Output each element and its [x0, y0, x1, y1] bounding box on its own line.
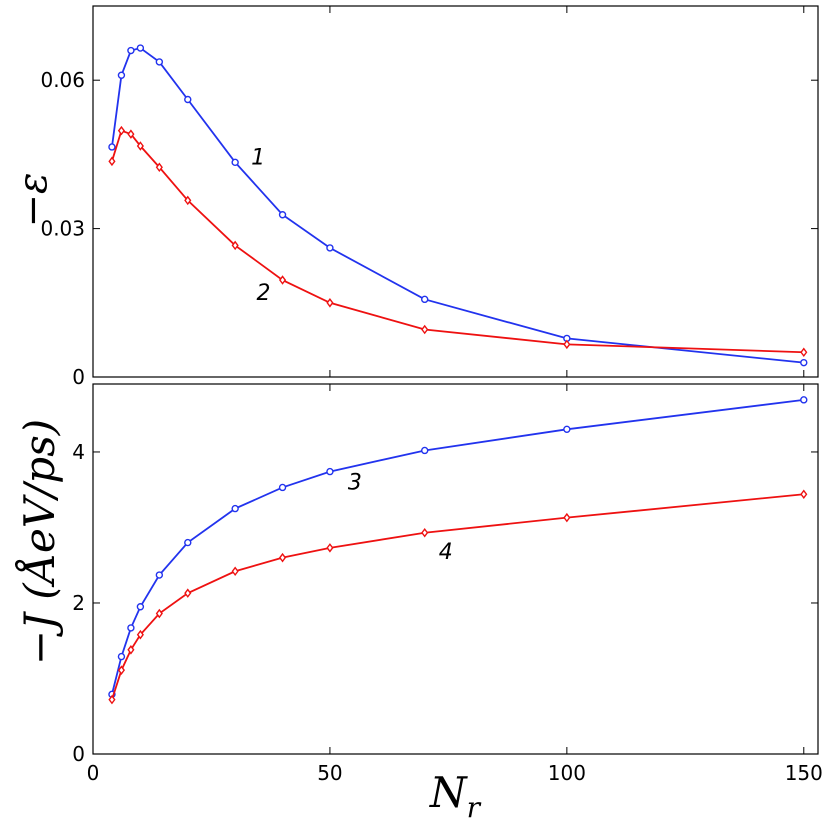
data-point-1 [326, 244, 334, 252]
series-line-2 [111, 129, 804, 354]
x-tick-label: 150 [785, 761, 823, 785]
data-point-3 [127, 624, 135, 632]
data-point-2 [278, 275, 287, 285]
data-point-4 [184, 588, 192, 598]
data-point-3 [278, 483, 287, 492]
data-point-3 [420, 446, 429, 455]
data-point-3 [563, 425, 571, 434]
data-point-2 [800, 347, 808, 358]
data-point-2 [421, 324, 429, 335]
y-tick-label: 0.06 [40, 68, 85, 92]
data-point-2 [127, 129, 135, 139]
data-point-3 [231, 504, 239, 513]
curve-label-1: 1 [251, 145, 265, 170]
x-tick-label: 100 [548, 761, 586, 785]
bottom-y-axis-label: −J (ÅeV/ps) [14, 419, 64, 665]
data-point-1 [278, 211, 287, 219]
data-point-4 [563, 512, 571, 523]
x-tick-label: 50 [317, 761, 342, 785]
data-point-4 [108, 694, 116, 705]
data-point-1 [117, 71, 126, 79]
data-point-3 [117, 652, 126, 661]
data-point-4 [800, 489, 808, 500]
data-point-1 [231, 158, 239, 167]
data-point-1 [800, 358, 808, 367]
plot-frame [92, 383, 819, 755]
bottom-panel: 0 2 4 0 50 100 150 3 4 [72, 383, 823, 785]
y-tick-label: 2 [72, 591, 85, 615]
data-point-3 [184, 538, 192, 547]
series-line-3 [111, 398, 804, 695]
series-line-1 [111, 47, 804, 364]
y-tick-label: 0 [72, 365, 85, 389]
data-point-4 [155, 608, 163, 619]
data-point-1 [127, 46, 135, 55]
x-axis-label-subscript: r [467, 791, 482, 819]
data-point-2 [117, 125, 126, 136]
data-point-3 [800, 396, 808, 404]
data-point-1 [155, 58, 164, 66]
y-tick-label: 0 [72, 742, 85, 766]
data-point-3 [155, 571, 164, 579]
data-point-2 [326, 298, 334, 308]
data-point-1 [184, 95, 192, 104]
data-point-1 [136, 44, 145, 52]
y-tick-label: 4 [72, 440, 85, 464]
data-point-2 [231, 240, 239, 251]
data-point-4 [117, 665, 126, 675]
curve-label-4: 4 [439, 540, 453, 565]
data-point-4 [136, 629, 144, 640]
series-line-4 [111, 493, 804, 700]
data-point-2 [184, 195, 192, 206]
data-point-3 [326, 467, 334, 476]
data-point-4 [127, 645, 135, 655]
data-point-1 [108, 143, 116, 151]
data-point-3 [136, 603, 145, 611]
x-tick-label: 0 [87, 761, 100, 785]
data-point-2 [136, 141, 144, 151]
data-point-4 [231, 566, 239, 577]
top-panel: 0 0.03 0.06 1 2 [40, 5, 819, 389]
data-point-2 [155, 162, 163, 173]
top-y-axis-label: −ε [10, 173, 56, 228]
data-point-4 [278, 552, 287, 563]
curve-label-2: 2 [257, 281, 271, 306]
data-point-2 [108, 156, 116, 167]
plot-frame [92, 5, 819, 378]
x-axis-label-main: N [429, 768, 468, 817]
x-axis-label: Nr [429, 768, 482, 819]
data-point-4 [326, 543, 334, 553]
data-point-1 [420, 295, 429, 304]
data-point-4 [421, 527, 429, 538]
data-point-2 [563, 339, 571, 350]
curve-label-3: 3 [348, 471, 362, 496]
y-tick-label: 0.03 [40, 217, 85, 241]
